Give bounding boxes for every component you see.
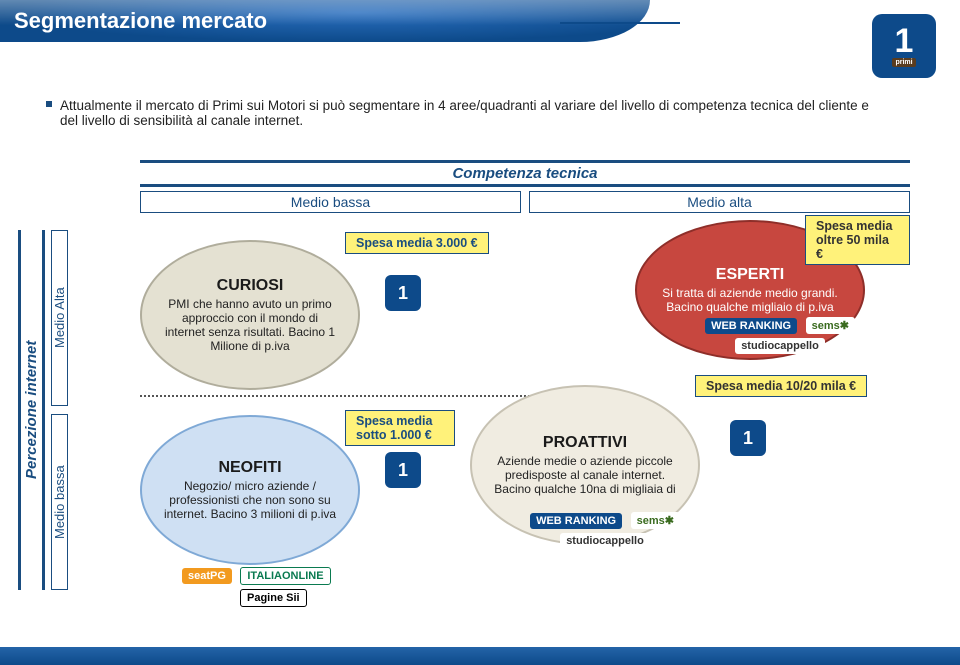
slide-title-bar: Segmentazione mercato: [0, 0, 650, 42]
brand-italiaonline: ITALIAONLINE: [240, 567, 330, 585]
footer-bar: [0, 647, 960, 665]
primi-logo-neofiti: 1: [385, 452, 421, 488]
esperti-brands: WEB RANKING sems✱ studiocappello: [655, 315, 905, 356]
neofiti-brands: seatPG ITALIAONLINE Pagine Sii: [180, 565, 480, 609]
quadrant-curiosi: CURIOSI PMI che hanno avuto un primo app…: [140, 240, 360, 390]
spend-proattivi: Spesa media 10/20 mila €: [695, 375, 867, 397]
primi-logo-proattivi: 1: [730, 420, 766, 456]
spend-esperti: Spesa media oltre 50 mila €: [805, 215, 910, 265]
x-axis-title: Competenza tecnica: [140, 160, 910, 187]
primi-logo-curiosi: 1: [385, 275, 421, 311]
brand-webranking: WEB RANKING: [705, 318, 797, 334]
brand-webranking: WEB RANKING: [530, 513, 622, 529]
quadrant-area: CURIOSI PMI che hanno avuto un primo app…: [140, 220, 910, 590]
quadrant-neofiti: NEOFITI Negozio/ micro aziende / profess…: [140, 415, 360, 565]
brand-studiocappello: studiocappello: [560, 533, 650, 549]
spend-neofiti: Spesa media sotto 1.000 €: [345, 410, 455, 446]
brand-studiocappello: studiocappello: [735, 338, 825, 354]
y-axis-low: Medio bassa: [51, 414, 68, 590]
bullet-icon: [46, 101, 52, 107]
brand-sems: sems✱: [806, 317, 855, 334]
spend-curiosi: Spesa media 3.000 €: [345, 232, 489, 254]
x-axis: Competenza tecnica Medio bassa Medio alt…: [140, 160, 910, 213]
x-axis-low: Medio bassa: [140, 191, 521, 213]
primi-sui-motori-logo: 1 primi: [872, 14, 936, 78]
slide-title: Segmentazione mercato: [14, 8, 267, 34]
y-axis-high: Medio Alta: [51, 230, 68, 406]
x-axis-high: Medio alta: [529, 191, 910, 213]
brand-sems: sems✱: [631, 512, 680, 529]
brand-paginesii: Pagine Sii: [240, 589, 307, 607]
y-axis-title: Percezione internet: [18, 230, 45, 590]
divider-line: [140, 395, 530, 397]
proattivi-brands: WEB RANKING sems✱ studiocappello: [490, 510, 720, 551]
intro-text: Attualmente il mercato di Primi sui Moto…: [60, 98, 880, 128]
y-axis: Percezione internet Medio Alta Medio bas…: [18, 230, 128, 590]
brand-seatpg: seatPG: [182, 568, 232, 584]
